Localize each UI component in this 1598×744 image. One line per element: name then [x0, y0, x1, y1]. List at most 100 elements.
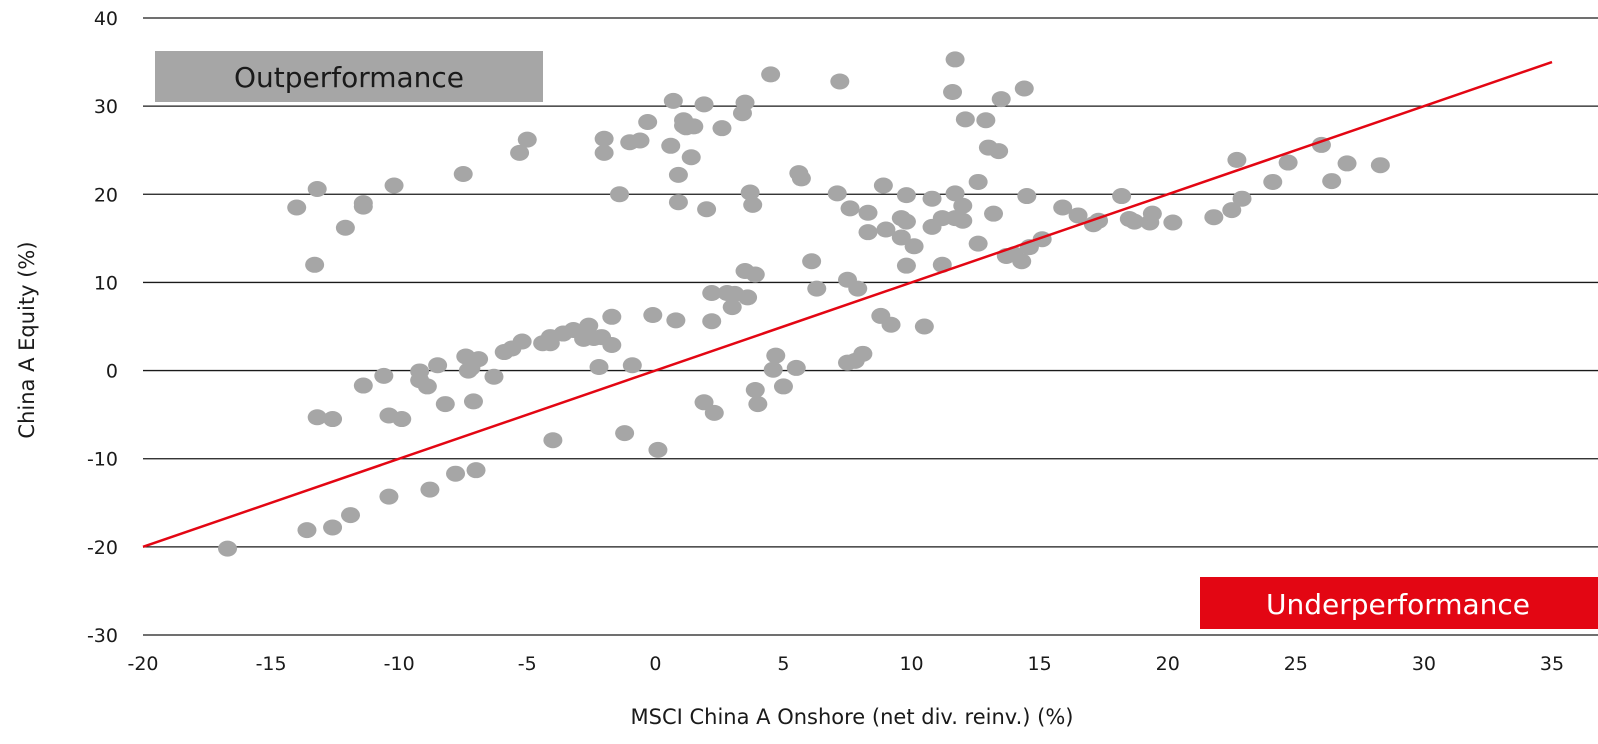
scatter-point [1053, 199, 1073, 216]
scatter-point [735, 94, 755, 111]
scatter-point [991, 91, 1011, 108]
y-tick-label: -10 [87, 449, 118, 471]
scatter-point [968, 173, 988, 190]
scatter-point [417, 378, 437, 395]
outperformance-label: Outperformance [155, 51, 543, 102]
scatter-point [1337, 155, 1357, 172]
x-tick-label: 20 [1156, 653, 1180, 675]
scatter-point [945, 185, 965, 202]
gridlines [143, 17, 1598, 636]
scatter-point [594, 130, 614, 147]
scatter-point [428, 357, 448, 374]
scatter-point [761, 66, 781, 83]
scatter-point [702, 313, 722, 330]
x-tick-label: 0 [649, 653, 661, 675]
y-tick-label: -30 [87, 625, 118, 647]
scatter-point [543, 432, 563, 449]
scatter-point [684, 118, 704, 135]
scatter-point [469, 351, 489, 368]
scatter-point [922, 190, 942, 207]
underperformance-box [1200, 577, 1598, 629]
scatter-point [1232, 190, 1252, 207]
y-tick-label: 10 [94, 272, 118, 294]
scatter-point [943, 84, 963, 101]
scatter-point [945, 51, 965, 68]
scatter-point [218, 540, 238, 557]
scatter-point [858, 204, 878, 221]
scatter-point [748, 396, 768, 413]
scatter-point [697, 201, 717, 218]
scatter-point [743, 196, 763, 213]
scatter-point [712, 120, 732, 137]
y-tick-label: 30 [94, 96, 118, 118]
scatter-point [984, 205, 1004, 222]
scatter-point [1370, 157, 1390, 174]
scatter-point [579, 317, 599, 334]
scatter-point [989, 143, 1009, 160]
scatter-point [830, 73, 850, 90]
scatter-point [722, 299, 742, 316]
x-axis-label: MSCI China A Onshore (net div. reinv.) (… [631, 705, 1074, 729]
y-axis-label: China A Equity (%) [15, 241, 39, 438]
scatter-point [1068, 207, 1088, 224]
scatter-point [976, 112, 996, 129]
scatter-point [773, 378, 793, 395]
scatter-point [848, 280, 868, 297]
scatter-point [510, 144, 530, 161]
scatter-point [745, 266, 765, 283]
scatter-point [435, 396, 455, 413]
scatter-point [602, 308, 622, 325]
scatter-point [323, 519, 343, 536]
scatter-point [420, 481, 440, 498]
scatter-point [1142, 205, 1162, 222]
y-tick-label: 20 [94, 184, 118, 206]
scatter-point [853, 345, 873, 362]
scatter-point [891, 229, 911, 246]
scatter-point [738, 289, 758, 306]
scatter-point [1112, 188, 1132, 205]
scatter-point [392, 411, 412, 428]
y-tick-label: 0 [106, 361, 118, 383]
scatter-point [287, 199, 307, 216]
x-tick-label: 5 [777, 653, 789, 675]
scatter-point [876, 221, 896, 238]
scatter-point [807, 280, 827, 297]
scatter-point [694, 96, 714, 113]
x-tick-label: -15 [256, 653, 287, 675]
scatter-point [466, 462, 486, 479]
x-tick-label: 10 [899, 653, 923, 675]
scatter-point [896, 213, 916, 230]
scatter-point [914, 318, 934, 335]
scatter-point [668, 194, 688, 211]
underperformance-label: Underperformance [1200, 577, 1598, 629]
scatter-point [648, 441, 668, 458]
scatter-point [955, 111, 975, 128]
scatter-point [932, 256, 952, 273]
underperformance-text: Underperformance [1266, 588, 1530, 621]
x-tick-label: 25 [1284, 653, 1308, 675]
reference-line [142, 60, 1553, 549]
scatter-point [745, 381, 765, 398]
scatter-point [602, 337, 622, 354]
scatter-point [802, 253, 822, 270]
scatter-point [827, 185, 847, 202]
scatter-point [341, 507, 361, 524]
scatter-point [446, 465, 466, 482]
scatter-point [740, 184, 760, 201]
scatter-point [1204, 209, 1224, 226]
scatter-point [643, 307, 663, 324]
scatter-point [763, 361, 783, 378]
scatter-point [1278, 154, 1298, 171]
scatter-point [453, 166, 473, 183]
scatter-point [702, 285, 722, 302]
scatter-point [1014, 80, 1034, 97]
x-tick-label: -5 [518, 653, 537, 675]
scatter-point [384, 177, 404, 194]
scatter-point [410, 363, 430, 380]
scatter-point [307, 180, 327, 197]
x-axis-ticks: -20 -15 -10 -5 0 5 10 15 20 25 30 35 [127, 653, 1564, 675]
scatter-point [1163, 214, 1183, 231]
scatter-point [1222, 202, 1242, 219]
x-tick-label: 15 [1028, 653, 1052, 675]
